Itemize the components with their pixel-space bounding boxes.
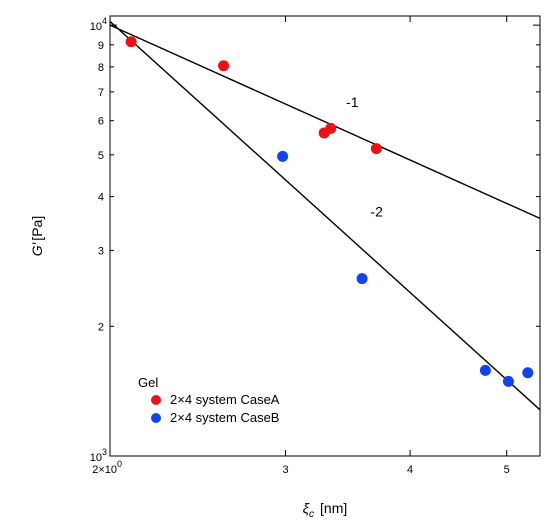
legend-title: Gel bbox=[138, 375, 158, 390]
legend-marker bbox=[151, 395, 161, 405]
plot-frame bbox=[109, 15, 541, 457]
y-tick-label: 2 bbox=[98, 321, 104, 333]
legend-marker bbox=[151, 413, 161, 423]
fit-line-slope-1 bbox=[109, 24, 541, 220]
data-points bbox=[125, 36, 534, 387]
data-point-series1 bbox=[325, 122, 337, 134]
legend-label: 2×4 system CaseA bbox=[170, 392, 280, 407]
y-axis-label: G′[Pa] bbox=[29, 216, 45, 256]
data-point-series2 bbox=[502, 375, 514, 387]
x-tick-label: 3 bbox=[282, 464, 288, 476]
data-point-series1 bbox=[370, 143, 382, 155]
legend-label: 2×4 system CaseB bbox=[170, 410, 279, 425]
x-axis-label: ξc [nm] bbox=[303, 500, 348, 520]
y-tick-label: 103 bbox=[90, 447, 107, 464]
fit-lines: -1 -2 bbox=[109, 20, 541, 411]
y-axis-unit: [Pa] bbox=[29, 216, 45, 241]
y-tick-label: 5 bbox=[98, 150, 104, 162]
legend: Gel 2×4 system CaseA 2×4 system CaseB bbox=[138, 375, 280, 425]
y-axis-symbol: G′ bbox=[29, 241, 45, 256]
data-point-series2 bbox=[522, 367, 534, 379]
y-tick-label: 6 bbox=[98, 116, 104, 128]
x-tick-label: 5 bbox=[504, 464, 510, 476]
data-point-series1 bbox=[218, 60, 230, 72]
y-tick-label: 4 bbox=[98, 192, 104, 204]
y-tick-label: 8 bbox=[98, 62, 104, 74]
x-axis-unit: [nm] bbox=[320, 500, 347, 516]
data-point-series2 bbox=[277, 150, 289, 162]
slope-label: -2 bbox=[370, 203, 383, 219]
data-point-series2 bbox=[356, 273, 368, 285]
data-point-series2 bbox=[479, 364, 491, 376]
y-tick-label: 3 bbox=[98, 245, 104, 257]
y-tick-label: 9 bbox=[98, 40, 104, 52]
slope-label: -1 bbox=[346, 94, 359, 110]
x-axis-subscript: c bbox=[309, 509, 314, 520]
fit-line-slope-2 bbox=[109, 20, 541, 411]
axis-ticks: 103 2 3 4 5 6 7 8 9 104 2×100 3 4 5 bbox=[90, 16, 540, 476]
x-axis-symbol: ξ bbox=[303, 500, 310, 516]
y-tick-label: 104 bbox=[90, 16, 107, 33]
x-tick-label: 4 bbox=[407, 464, 413, 476]
x-tick-label: 2×100 bbox=[92, 459, 122, 476]
data-point-series1 bbox=[125, 36, 137, 48]
y-tick-label: 7 bbox=[98, 87, 104, 99]
